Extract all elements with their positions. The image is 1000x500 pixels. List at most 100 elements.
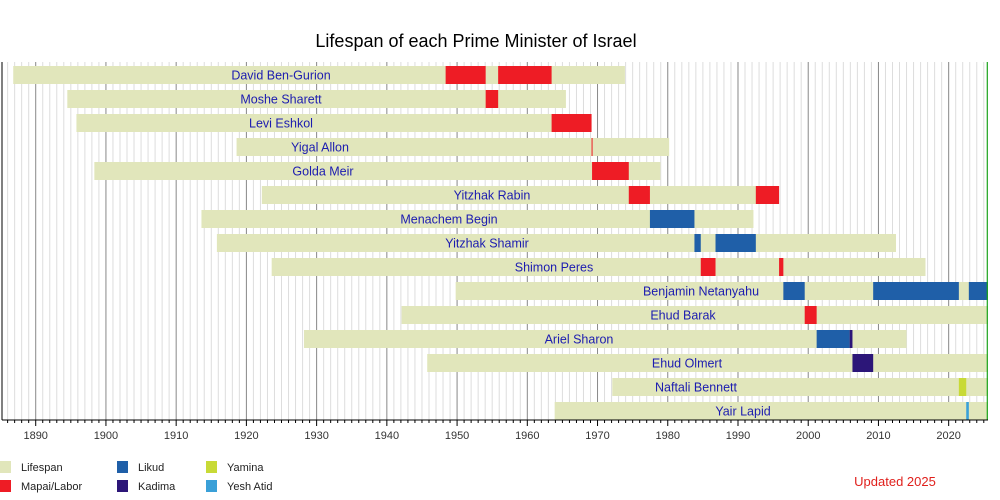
pm-name-label: Yair Lapid (715, 405, 770, 419)
pm-row: Yigal Allon (236, 138, 670, 156)
updated-note: Updated 2025 (854, 474, 936, 489)
term-bar-likud (873, 282, 959, 300)
lifespan-bar (271, 258, 926, 276)
term-bar-labor (498, 66, 552, 84)
x-tick-label: 1900 (94, 430, 118, 442)
pm-name-label: David Ben-Gurion (231, 69, 330, 83)
x-tick-label: 1890 (23, 430, 47, 442)
legend-swatch (117, 461, 128, 473)
legend-item: Likud (117, 461, 164, 474)
pm-row: Ehud Olmert (427, 354, 988, 372)
pm-row: Ariel Sharon (303, 330, 907, 348)
term-bar-likud (968, 282, 988, 300)
legend-label: Lifespan (21, 462, 63, 474)
lifespan-bar (76, 114, 592, 132)
legend-item: Lifespan (0, 461, 63, 474)
term-bar-labor (755, 186, 780, 204)
lifespan-bar (201, 210, 754, 228)
legend-label: Yesh Atid (227, 481, 272, 493)
pm-name-label: Benjamin Netanyahu (643, 285, 759, 299)
legend-swatch (0, 480, 11, 492)
pm-name-label: Shimon Peres (515, 261, 594, 275)
pm-row: Yitzhak Shamir (216, 234, 897, 252)
legend-label: Mapai/Labor (21, 481, 82, 493)
legend-label: Likud (138, 462, 164, 474)
term-bar-likud (783, 282, 805, 300)
term-bar-labor (700, 258, 716, 276)
legend-item: Kadima (117, 480, 176, 493)
term-bar-labor (592, 162, 629, 180)
x-tick-label: 2010 (866, 430, 890, 442)
x-tick-label: 1930 (304, 430, 328, 442)
pm-row: David Ben-Gurion (13, 66, 625, 84)
chart-title: Lifespan of each Prime Minister of Israe… (315, 31, 636, 51)
x-tick-label: 1970 (585, 430, 609, 442)
lifespan-bar (612, 378, 988, 396)
term-bar-yeshatid (966, 402, 969, 420)
x-tick-label: 1910 (164, 430, 188, 442)
term-bar-kadima (852, 354, 874, 372)
pm-name-label: Levi Eshkol (249, 117, 313, 131)
term-bar-labor (445, 66, 486, 84)
pm-name-label: Yigal Allon (291, 141, 349, 155)
pm-row: Shimon Peres (271, 258, 926, 276)
term-bar-labor (551, 114, 592, 132)
term-bar-labor (804, 306, 817, 324)
pm-name-label: Yitzhak Shamir (445, 237, 529, 251)
pm-name-label: Moshe Sharett (240, 93, 322, 107)
x-tick-label: 1920 (234, 430, 258, 442)
pm-name-label: Ehud Olmert (652, 357, 723, 371)
pm-row: Yitzhak Rabin (261, 186, 780, 204)
pm-name-label: Golda Meir (292, 165, 353, 179)
pm-name-label: Menachem Begin (400, 213, 497, 227)
legend-label: Yamina (227, 462, 264, 474)
lifespan-bar (236, 138, 670, 156)
term-bar-likud (649, 210, 695, 228)
x-tick-label: 2000 (796, 430, 820, 442)
lifespan-bar (554, 402, 988, 420)
term-bar-labor (628, 186, 650, 204)
legend-label: Kadima (138, 481, 176, 493)
legend-swatch (206, 480, 217, 492)
lifespan-bar (455, 282, 988, 300)
pm-name-label: Naftali Bennett (655, 381, 738, 395)
term-bar-labor (485, 90, 499, 108)
term-bar-kadima (849, 330, 853, 348)
pm-row: Levi Eshkol (76, 114, 592, 132)
lifespan-bar (67, 90, 566, 108)
x-tick-label: 1940 (375, 430, 399, 442)
legend-swatch (117, 480, 128, 492)
lifespan-bar (216, 234, 897, 252)
term-bar-labor (779, 258, 784, 276)
term-bar-likud (715, 234, 756, 252)
pm-row: Yair Lapid (554, 402, 988, 420)
lifespan-bar (427, 354, 988, 372)
lifespan-bar (303, 330, 907, 348)
pm-name-label: Ariel Sharon (545, 333, 614, 347)
legend-swatch (206, 461, 217, 473)
lifespan-bar (94, 162, 661, 180)
pm-row: Moshe Sharett (67, 90, 566, 108)
term-bar-yamina (958, 378, 967, 396)
pm-row: Ehud Barak (401, 306, 988, 324)
pm-row: Menachem Begin (201, 210, 754, 228)
pm-row: Golda Meir (94, 162, 661, 180)
legend-item: Mapai/Labor (0, 480, 82, 493)
legend-swatch (0, 461, 11, 473)
term-bar-labor (591, 138, 593, 156)
pm-name-label: Yitzhak Rabin (454, 189, 531, 203)
x-tick-label: 1960 (515, 430, 539, 442)
pm-row: Benjamin Netanyahu (455, 282, 988, 300)
term-bar-likud (816, 330, 850, 348)
x-tick-label: 1990 (726, 430, 750, 442)
term-bar-likud (694, 234, 701, 252)
lifespan-bar (401, 306, 988, 324)
x-tick-label: 1950 (445, 430, 469, 442)
x-tick-label: 2020 (936, 430, 960, 442)
pm-row: Naftali Bennett (612, 378, 988, 396)
legend-item: Yamina (206, 461, 264, 474)
legend-item: Yesh Atid (206, 480, 272, 493)
pm-name-label: Ehud Barak (650, 309, 716, 323)
